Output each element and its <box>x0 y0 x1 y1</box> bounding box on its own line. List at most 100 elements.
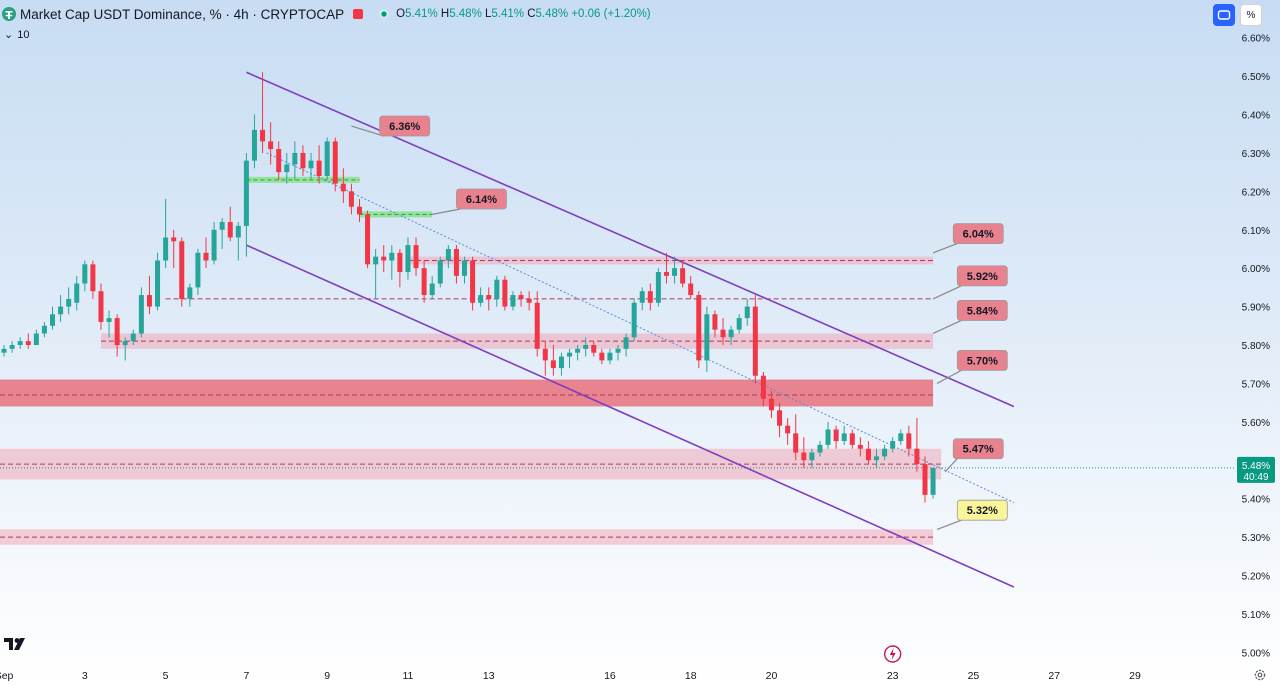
candle-down <box>849 433 855 445</box>
indicator-count: 10 <box>17 28 30 41</box>
ohlc-readout: O5.41% H5.48% L5.41% C5.48% +0.06 (+1.20… <box>396 8 651 20</box>
resistance-zone <box>0 379 934 407</box>
callout-box <box>956 300 1008 321</box>
candle-down <box>356 206 362 215</box>
y-axis-tick-label: 5.80% <box>1242 341 1270 352</box>
y-axis-tick-label: 6.60% <box>1242 34 1270 45</box>
y-axis-tick-label: 5.10% <box>1242 610 1270 621</box>
camera-icon <box>1217 10 1231 20</box>
x-axis-tick-label: 27 <box>1048 670 1060 682</box>
callout-box <box>456 188 507 210</box>
x-axis-tick-label: 25 <box>968 670 980 682</box>
candle-up <box>510 295 516 307</box>
callout-pointer <box>944 458 958 473</box>
candle-down <box>114 318 120 345</box>
settings-gear-icon[interactable] <box>1253 668 1267 682</box>
x-axis-tick-label: 23 <box>887 670 899 682</box>
candle-up <box>898 433 904 442</box>
low-label: L <box>485 8 492 20</box>
candle-up <box>655 272 661 303</box>
candle-down <box>599 352 605 361</box>
lightning-event-icon <box>883 645 902 663</box>
candle-up <box>155 260 161 307</box>
chart-title[interactable]: Market Cap USDT Dominance, % · 4h · CRYP… <box>20 6 345 22</box>
candle-down <box>720 329 726 338</box>
candle-down <box>381 256 387 261</box>
candle-up <box>882 448 888 457</box>
open-label: O <box>396 8 406 20</box>
x-axis-tick-label: Sep <box>0 670 14 682</box>
candle-down <box>542 348 548 361</box>
y-axis-tick-label: 6.00% <box>1242 264 1270 275</box>
candle-down <box>502 279 508 307</box>
candle-up <box>211 229 217 261</box>
high-value: 5.48% <box>449 8 482 20</box>
flag-icon[interactable] <box>352 8 364 20</box>
candle-up <box>1 348 7 353</box>
candle-up <box>66 298 72 307</box>
candle-down <box>413 245 419 269</box>
callout-label: 6.14% <box>466 194 497 206</box>
candle-down <box>276 149 282 173</box>
callout-box <box>952 223 1004 244</box>
candle-up <box>930 467 936 495</box>
indicators-toggle[interactable]: ⌄ 10 <box>4 28 30 42</box>
bar-countdown: 40:49 <box>1243 472 1268 483</box>
market-status-icon <box>379 9 390 19</box>
y-axis-tick-label: 5.20% <box>1242 571 1270 582</box>
candle-up <box>308 160 314 169</box>
candle-down <box>906 433 912 449</box>
candle-up <box>558 356 564 369</box>
y-axis-tick-label: 5.00% <box>1242 648 1270 659</box>
chart-header: Market Cap USDT Dominance, % · 4h · CRYP… <box>0 0 651 28</box>
candle-down <box>179 241 185 299</box>
high-label: H <box>440 8 450 20</box>
candle-down <box>591 345 597 353</box>
screenshot-button[interactable] <box>1213 4 1235 26</box>
candle-down <box>680 268 686 284</box>
y-axis-tick-label: 5.70% <box>1242 379 1270 390</box>
candle-down <box>146 295 152 307</box>
candle-down <box>768 398 774 411</box>
candle-down <box>332 141 338 184</box>
candle-up <box>575 348 581 353</box>
candle-down <box>688 283 694 296</box>
callout-box <box>379 115 431 137</box>
y-axis-tick-label: 5.90% <box>1242 303 1270 314</box>
callout-pointer <box>351 125 384 137</box>
candle-up <box>841 433 847 442</box>
percent-scale-button[interactable]: % <box>1240 4 1262 26</box>
callout-pointer <box>932 285 962 300</box>
x-axis-tick-label: 18 <box>685 670 697 682</box>
chevron-down-icon[interactable]: ⌄ <box>4 29 14 41</box>
callout-pointer <box>932 319 962 335</box>
candle-up <box>251 129 257 161</box>
candle-down <box>696 295 702 361</box>
candle-up <box>373 256 379 265</box>
candle-up <box>17 341 23 345</box>
candle-down <box>663 272 669 276</box>
candle-down <box>550 360 556 369</box>
candle-up <box>138 295 144 334</box>
candle-up <box>744 306 750 319</box>
callout-label: 5.84% <box>967 305 998 317</box>
x-axis-tick-label: 13 <box>483 670 495 682</box>
candle-down <box>865 448 871 461</box>
channel-upper-line <box>246 71 1015 408</box>
candle-up <box>429 283 435 296</box>
candle-up <box>672 268 678 276</box>
candle-down <box>227 222 233 238</box>
candle-up <box>405 245 411 273</box>
lightning-bolt <box>889 648 896 660</box>
y-axis-tick-label: 6.30% <box>1242 149 1270 160</box>
candle-down <box>857 444 863 449</box>
candle-up <box>33 333 39 345</box>
tradingview-logo-icon[interactable] <box>4 636 30 652</box>
trend-dotted-line <box>266 152 1015 503</box>
candle-up <box>607 352 613 361</box>
candle-down <box>300 152 306 169</box>
last-price-tag <box>1237 456 1275 483</box>
x-axis-tick-label: 16 <box>604 670 616 682</box>
channel-lower-line <box>246 244 1015 588</box>
